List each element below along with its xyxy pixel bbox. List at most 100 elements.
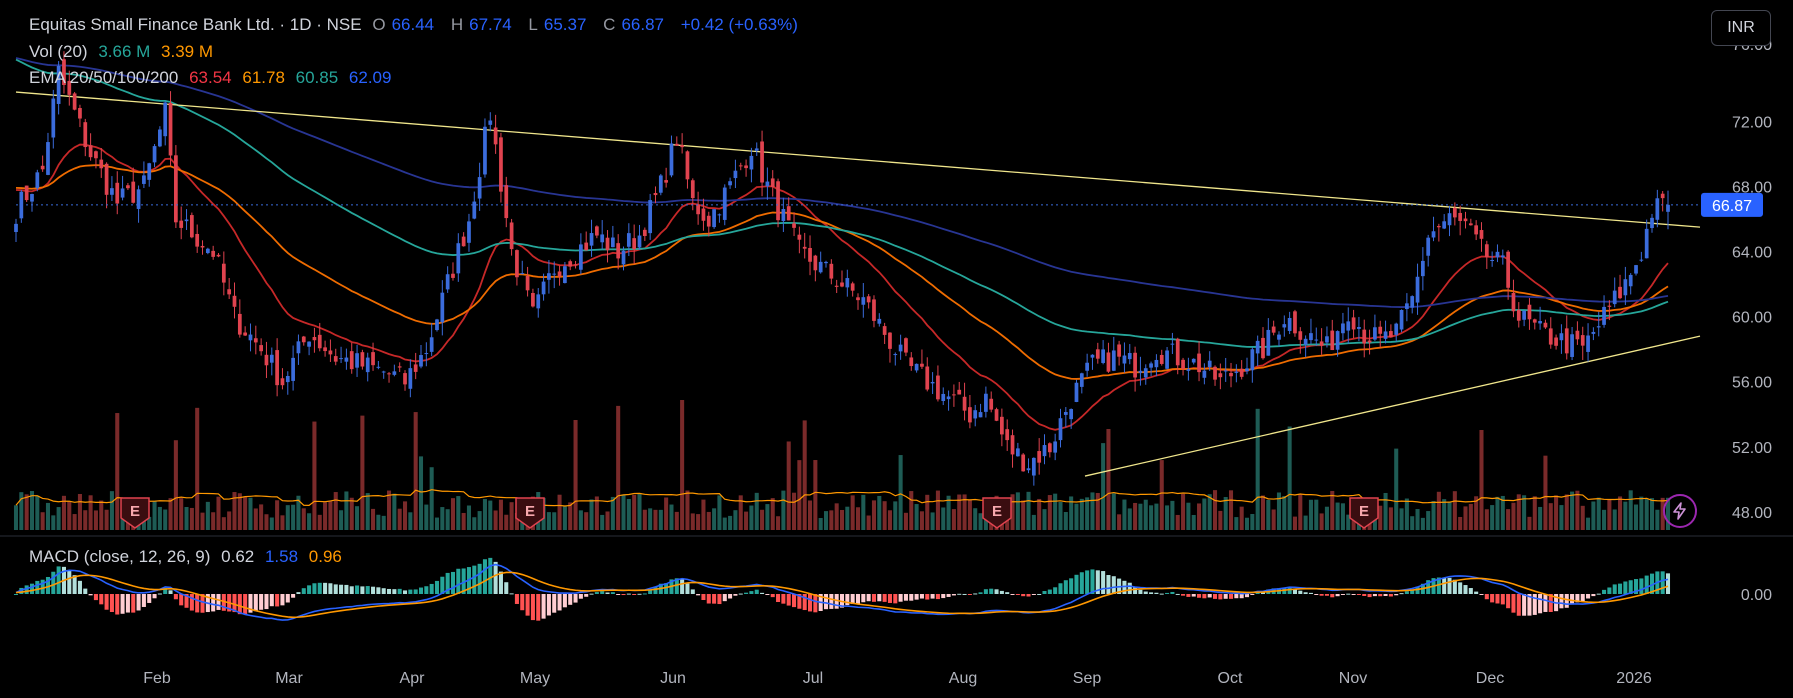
- macd-hist-bar: [1095, 570, 1100, 594]
- earnings-letter: E: [130, 503, 140, 520]
- candle-body: [1655, 198, 1660, 220]
- candle-body: [1069, 409, 1074, 420]
- volume-bar: [717, 495, 722, 530]
- macd-hist-bar: [1474, 591, 1479, 594]
- candle-body: [866, 296, 871, 303]
- last-price-label: 66.87: [1712, 198, 1752, 215]
- macd-hist-bar: [1250, 594, 1255, 595]
- candle-body: [706, 215, 711, 227]
- candle-body: [195, 233, 200, 247]
- candle-body: [67, 80, 72, 95]
- macd-hist-bar: [1458, 582, 1463, 594]
- macd-hist-bar: [1069, 578, 1074, 594]
- macd-hist-bar: [1213, 594, 1218, 599]
- candle-body: [579, 244, 583, 270]
- macd-hist-bar: [498, 571, 503, 594]
- macd-hist-bar: [1596, 593, 1601, 595]
- candle-body: [1468, 223, 1473, 226]
- volume-bar: [1266, 499, 1271, 530]
- volume-bar: [216, 496, 221, 530]
- candle-body: [360, 352, 365, 367]
- candle-body: [142, 175, 146, 184]
- candle-body: [802, 246, 807, 249]
- macd-hist-bar: [1058, 583, 1063, 594]
- candle-body: [1367, 340, 1372, 343]
- volume-bar: [701, 499, 706, 530]
- macd-hist-bar: [749, 591, 754, 594]
- earnings-marker: E: [515, 497, 545, 529]
- volume-bar: [674, 511, 679, 530]
- volume-bar: [1580, 505, 1585, 530]
- volume-bar: [77, 493, 82, 530]
- volume-bar: [371, 508, 376, 530]
- volume-bar: [1612, 509, 1617, 530]
- volume-bar: [1133, 502, 1138, 530]
- macd-hist-bar: [1165, 592, 1170, 594]
- macd-hist-bar: [125, 594, 130, 613]
- candle-body: [1239, 368, 1244, 377]
- volume-bar: [1639, 496, 1644, 530]
- symbol-title: Equitas Small Finance Bank Ltd. · 1D · N…: [29, 15, 362, 34]
- macd-hist-bar: [493, 561, 498, 594]
- macd-hist-bar: [1026, 594, 1031, 597]
- macd-hist-bar: [1181, 594, 1186, 596]
- macd-hist-bar: [93, 594, 98, 601]
- macd-hist-bar: [680, 578, 685, 594]
- volume-bar: [642, 509, 647, 530]
- candle-body: [1186, 369, 1191, 371]
- ema200-value: 62.09: [348, 68, 392, 87]
- macd-hist-bar: [1495, 594, 1500, 604]
- legend-volume[interactable]: Vol (20) 3.66 M 3.39 M: [29, 42, 219, 62]
- volume-bar: [850, 495, 855, 530]
- legend-macd[interactable]: MACD (close, 12, 26, 9) 0.62 1.58 0.96: [29, 547, 348, 567]
- volume-bar: [973, 508, 978, 530]
- macd-hist-bar: [626, 593, 631, 595]
- macd-hist-bar: [1378, 594, 1383, 597]
- volume-bar: [696, 514, 701, 530]
- volume-bar: [594, 496, 599, 530]
- macd-hist-bar: [477, 563, 482, 594]
- earnings-letter: E: [1359, 503, 1369, 520]
- macd-hist-bar: [195, 594, 200, 613]
- legend-ema[interactable]: EMA 20/50/100/200 63.54 61.78 60.85 62.0…: [29, 68, 397, 88]
- macd-hist-bar: [456, 568, 461, 594]
- volume-bar: [1271, 509, 1276, 530]
- volume-bar: [51, 515, 56, 530]
- candle-body: [1053, 441, 1058, 453]
- volume-label: Vol (20): [29, 42, 88, 61]
- macd-hist-bar: [871, 594, 876, 602]
- volume-bar: [1058, 501, 1063, 530]
- macd-hist-bar: [408, 589, 413, 594]
- macd-hist-bar: [200, 594, 205, 613]
- candle-body: [1458, 212, 1463, 221]
- candle-body: [1245, 368, 1249, 372]
- volume-bar: [978, 513, 983, 530]
- candle-body: [962, 396, 967, 411]
- candle-body: [419, 355, 423, 367]
- volume-bar: [1474, 496, 1479, 530]
- macd-hist-bar: [45, 576, 50, 594]
- candle-body: [1490, 259, 1495, 261]
- candle-body: [557, 271, 562, 277]
- candle-body: [339, 358, 343, 360]
- volume-bar: [184, 506, 189, 530]
- bolt-icon[interactable]: [1663, 494, 1697, 528]
- volume-bar: [1111, 493, 1116, 530]
- candle-body: [216, 254, 221, 257]
- candle-body: [1522, 310, 1526, 320]
- macd-hist-bar: [1463, 585, 1468, 594]
- candle-body: [642, 229, 647, 236]
- earnings-letter: E: [992, 503, 1002, 520]
- macd-hist-bar: [1197, 594, 1202, 598]
- macd-hist-bar: [1665, 573, 1671, 594]
- candle-body: [1628, 274, 1633, 287]
- volume-bar: [1069, 496, 1074, 530]
- volume-bar: [1607, 499, 1612, 530]
- volume-bar: [792, 492, 797, 530]
- macd-hist-bar: [941, 594, 946, 599]
- candle-body: [1394, 323, 1399, 335]
- volume-bar: [413, 412, 418, 530]
- currency-button[interactable]: INR: [1711, 10, 1771, 46]
- macd-hist-bar: [211, 594, 216, 612]
